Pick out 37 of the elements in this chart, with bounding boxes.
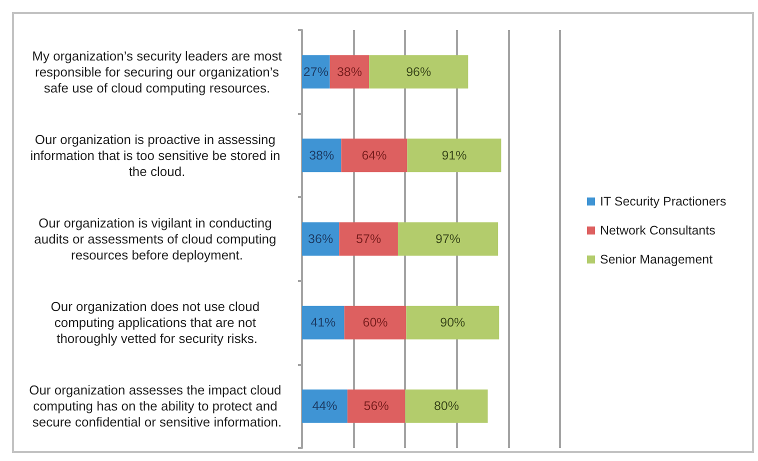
bar — [405, 389, 488, 423]
y-tick-label: Our organization is vigilant in conducting audits or assessments of cloud computing resources before deployment. — [34, 216, 280, 262]
data-label: 57% — [356, 232, 382, 246]
data-label: 60% — [362, 316, 388, 330]
bar — [302, 306, 344, 340]
data-label: 64% — [362, 148, 387, 162]
legend-label: Network Consultants — [600, 224, 716, 238]
bar — [344, 306, 406, 340]
data-label: 97% — [436, 232, 461, 246]
bar — [341, 138, 408, 172]
data-label: 41% — [310, 316, 336, 330]
y-tick-label: My organization’s security leaders are most responsible for securing our organization’s safe use of cloud computing resources. — [31, 48, 283, 96]
data-label: 27% — [303, 64, 328, 79]
legend-label: Senior Management — [600, 252, 714, 266]
y-tick-label: Our organization is proactive in assessing information that is too sensitive be stored in the cloud. — [30, 132, 284, 179]
bar — [302, 389, 348, 423]
data-label: 90% — [440, 316, 466, 330]
data-label: 91% — [442, 148, 467, 162]
bar — [347, 389, 406, 423]
legend-label: IT Security Practioners — [600, 194, 726, 208]
data-label: 38% — [309, 148, 334, 162]
data-label: 96% — [406, 64, 432, 79]
y-tick-label: Our organization does not use cloud computing applications that are not thoroughly vetted for security risks. — [50, 299, 264, 346]
data-label: 44% — [312, 399, 338, 414]
bar — [339, 222, 398, 256]
bar — [302, 138, 342, 172]
y-tick-label: Our organization assesses the impact cloud computing has on the ability to protect and secure confidential or sensitive information. — [29, 382, 285, 430]
data-label: 80% — [434, 399, 459, 414]
data-label: 38% — [336, 64, 362, 79]
data-label: 36% — [308, 232, 334, 246]
bar — [398, 222, 498, 256]
bar — [407, 138, 502, 172]
bar — [330, 55, 370, 89]
bar — [302, 55, 330, 89]
bar — [369, 55, 468, 89]
data-label: 56% — [364, 399, 389, 414]
bar — [406, 306, 500, 340]
